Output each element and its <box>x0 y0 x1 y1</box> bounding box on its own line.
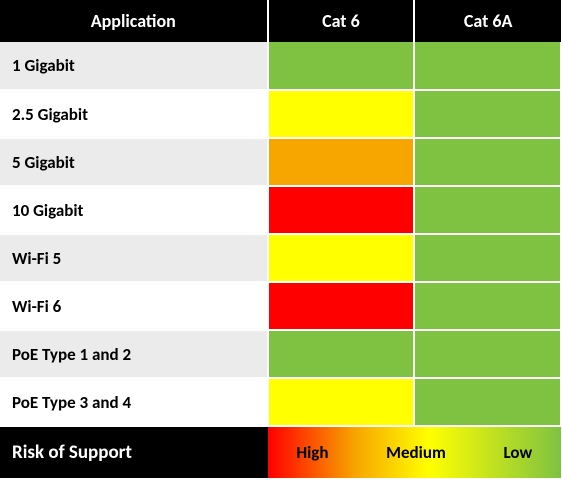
table-header-row: Application Cat 6 Cat 6A <box>0 0 561 42</box>
application-cell: 10 Gigabit <box>0 186 268 234</box>
table-row: 5 Gigabit <box>0 138 561 186</box>
cat6-cell <box>268 138 415 186</box>
legend-low: Low <box>503 442 532 463</box>
gradient-labels: High Medium Low <box>268 427 561 478</box>
table-row: 1 Gigabit <box>0 42 561 90</box>
application-cell: Wi-Fi 6 <box>0 282 268 330</box>
cat6a-cell <box>414 138 561 186</box>
table-row: PoE Type 3 and 4 <box>0 378 561 426</box>
cat6a-cell <box>414 42 561 90</box>
legend-label: Risk of Support <box>0 426 268 478</box>
legend-row: Risk of Support High Medium Low <box>0 426 561 478</box>
cat6-cell <box>268 330 415 378</box>
legend-medium: Medium <box>386 442 446 463</box>
cat6-cell <box>268 282 415 330</box>
cat6-cell <box>268 42 415 90</box>
application-cell: PoE Type 3 and 4 <box>0 378 268 426</box>
cat6-cell <box>268 90 415 138</box>
application-cell: Wi-Fi 5 <box>0 234 268 282</box>
table-row: Wi-Fi 6 <box>0 282 561 330</box>
cat6a-cell <box>414 90 561 138</box>
header-application: Application <box>0 0 268 42</box>
cat6a-cell <box>414 330 561 378</box>
cat6a-cell <box>414 378 561 426</box>
application-cell: 1 Gigabit <box>0 42 268 90</box>
legend-gradient: High Medium Low <box>268 426 561 478</box>
table-row: 2.5 Gigabit <box>0 90 561 138</box>
cat6-cell <box>268 378 415 426</box>
cat6a-cell <box>414 282 561 330</box>
table-row: Wi-Fi 5 <box>0 234 561 282</box>
cat6a-cell <box>414 234 561 282</box>
cable-support-table: Application Cat 6 Cat 6A 1 Gigabit2.5 Gi… <box>0 0 562 478</box>
cat6a-cell <box>414 186 561 234</box>
cat6-cell <box>268 234 415 282</box>
application-cell: 5 Gigabit <box>0 138 268 186</box>
table-row: 10 Gigabit <box>0 186 561 234</box>
cat6-cell <box>268 186 415 234</box>
application-cell: 2.5 Gigabit <box>0 90 268 138</box>
header-cat6a: Cat 6A <box>414 0 561 42</box>
header-cat6: Cat 6 <box>268 0 415 42</box>
legend-high: High <box>296 442 328 463</box>
application-cell: PoE Type 1 and 2 <box>0 330 268 378</box>
table-row: PoE Type 1 and 2 <box>0 330 561 378</box>
table-body: 1 Gigabit2.5 Gigabit5 Gigabit10 GigabitW… <box>0 42 561 426</box>
